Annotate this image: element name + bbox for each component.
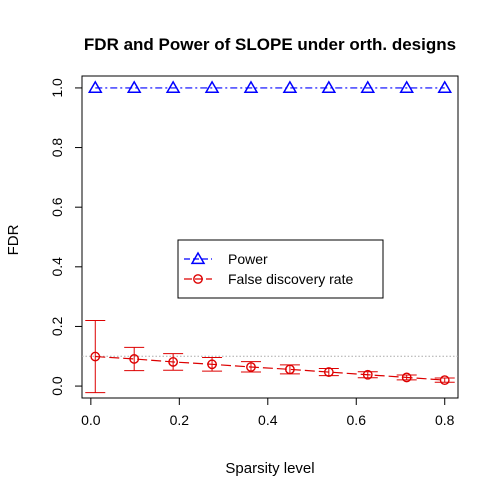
x-tick-label: 0.2 xyxy=(170,412,190,428)
legend-box xyxy=(177,239,384,299)
plot-frame xyxy=(81,75,459,399)
series-power xyxy=(87,80,453,93)
data-point xyxy=(90,351,101,362)
data-point xyxy=(285,364,295,375)
y-tick-label: 0.2 xyxy=(49,317,65,337)
chart-title: FDR and Power of SLOPE under orth. desig… xyxy=(84,35,456,54)
data-point xyxy=(246,362,256,372)
legend-item: False discovery rate xyxy=(184,271,353,287)
data-point xyxy=(401,372,412,383)
series-group xyxy=(85,80,455,394)
data-point xyxy=(87,80,103,93)
data-point xyxy=(437,80,453,93)
y-tick-label: 0.6 xyxy=(49,197,65,217)
y-tick-label: 0.4 xyxy=(49,257,65,277)
data-point xyxy=(282,80,298,93)
series-line xyxy=(95,355,445,381)
data-point xyxy=(399,80,414,93)
y-tick-label: 1.0 xyxy=(49,78,65,98)
x-tick-label: 0.4 xyxy=(258,412,278,428)
data-point xyxy=(360,80,376,93)
axis-ticks: 0.0 0.2 0.4 0.6 0.8 0.0 0.2 0.4 0.6 0.8 1.0 xyxy=(49,78,455,428)
data-point xyxy=(165,80,181,93)
data-point xyxy=(126,80,142,93)
legend: Power False discovery rate xyxy=(177,239,384,299)
y-axis-label: FDR xyxy=(5,224,22,255)
x-tick-label: 0.8 xyxy=(435,412,455,428)
x-axis-label: Sparsity level xyxy=(225,460,314,477)
y-tick-label: 0.0 xyxy=(49,376,65,396)
data-point xyxy=(204,80,220,93)
data-point xyxy=(323,367,334,377)
y-tick-label: 0.8 xyxy=(49,138,65,158)
series-fdr xyxy=(85,319,455,394)
data-point xyxy=(439,375,450,386)
data-point xyxy=(207,359,217,370)
x-tick-label: 0.0 xyxy=(81,412,101,428)
legend-item: Power xyxy=(184,251,268,267)
data-point xyxy=(362,369,373,380)
data-point xyxy=(129,354,140,364)
x-tick-label: 0.6 xyxy=(347,412,367,428)
data-point xyxy=(168,357,179,367)
data-point xyxy=(321,80,337,93)
legend-marker xyxy=(190,251,206,265)
data-point xyxy=(243,80,259,93)
legend-label: Power xyxy=(228,251,268,267)
legend-label: False discovery rate xyxy=(228,271,353,287)
legend-marker xyxy=(193,274,203,284)
